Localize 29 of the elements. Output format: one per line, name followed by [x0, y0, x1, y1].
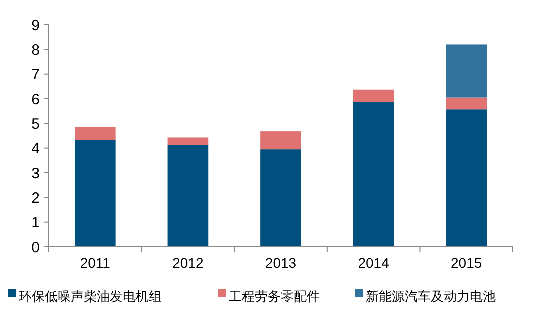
- bar: [446, 98, 488, 110]
- y-tick-label: 1: [32, 214, 40, 232]
- y-tick-label: 7: [32, 66, 40, 84]
- bar: [353, 102, 394, 247]
- bar: [168, 145, 209, 247]
- x-tick-label: 2011: [80, 255, 111, 271]
- bar: [260, 132, 302, 150]
- legend-label: 工程劳务零配件: [229, 289, 320, 304]
- y-tick-label: 0: [32, 239, 40, 256]
- legend-label: 新能源汽车及动力电池: [366, 289, 496, 304]
- y-tick-label: 8: [32, 42, 40, 59]
- bar: [74, 140, 116, 247]
- bar: [446, 110, 488, 247]
- bar: [446, 44, 488, 98]
- y-tick-label: 2: [32, 190, 40, 207]
- x-tick-label: 2014: [358, 255, 390, 271]
- bar: [74, 127, 116, 140]
- bar: [168, 138, 209, 146]
- bar: [260, 150, 302, 247]
- y-tick-label: 4: [32, 140, 40, 158]
- y-tick-label: 9: [32, 17, 40, 34]
- x-tick-label: 2015: [451, 255, 482, 271]
- x-tick-label: 2012: [172, 255, 204, 271]
- legend-label: 环保低噪声柴油发电机组: [19, 289, 162, 304]
- bar: [353, 90, 394, 102]
- x-tick-label: 2013: [265, 255, 297, 271]
- y-tick-label: 3: [32, 165, 40, 182]
- y-tick-label: 5: [32, 116, 40, 133]
- y-tick-label: 6: [32, 91, 40, 108]
